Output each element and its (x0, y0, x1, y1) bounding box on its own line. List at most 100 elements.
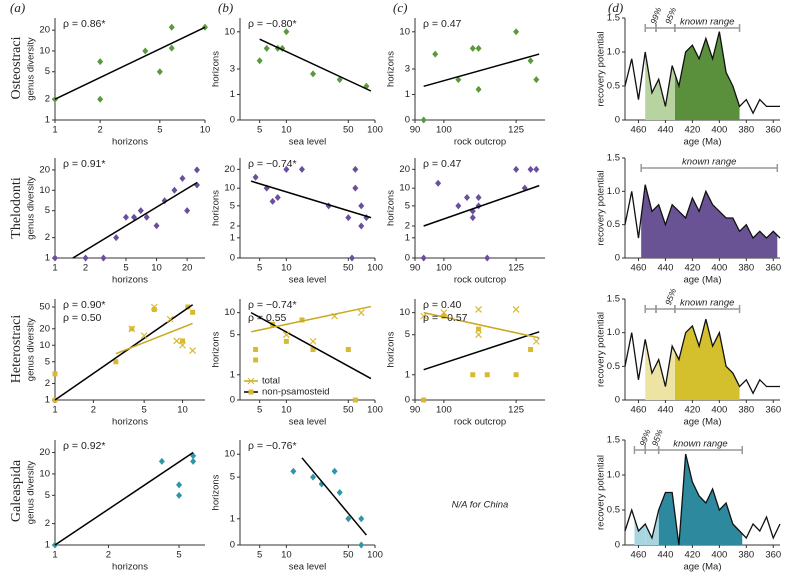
point (282, 331, 290, 339)
x-axis-label: sea level (289, 275, 327, 286)
x-tick-label: 50 (343, 125, 354, 136)
y-tick-label: 0 (615, 115, 620, 126)
y-tick-label: 2 (45, 378, 50, 389)
rho-annotation: ρ = 0.50 (63, 312, 102, 324)
point (173, 337, 181, 345)
point (128, 325, 136, 333)
x-tick-label: 90 (410, 263, 421, 274)
x-tick-label: 5 (257, 550, 262, 561)
y-tick-label: 0 (230, 540, 235, 551)
x-tick-label: 100 (436, 405, 452, 416)
x-tick-label: 2 (83, 263, 88, 274)
group-label: Heterostraci (9, 315, 24, 384)
point (179, 174, 186, 182)
x-tick-label: 10 (151, 263, 162, 274)
point (420, 116, 427, 124)
panel-label: (d) (608, 0, 623, 15)
y-tick-label: 10 (224, 307, 235, 318)
x-tick-label: 460 (631, 405, 647, 416)
range-fill (645, 510, 659, 545)
fit-line (423, 331, 540, 371)
x-axis-label: rock outcrop (454, 275, 506, 286)
point (484, 372, 490, 378)
x-axis-label: horizons (112, 417, 148, 428)
point (352, 165, 359, 173)
range-label: known range (682, 157, 736, 168)
point (158, 457, 165, 465)
point (113, 359, 119, 365)
x-tick-label: 100 (367, 550, 383, 561)
point (269, 197, 276, 205)
x-tick-label: 440 (658, 263, 674, 274)
point (532, 337, 540, 345)
point (190, 457, 197, 465)
curve (624, 31, 780, 115)
range-label: 95% (650, 428, 665, 448)
y-tick-label: 2 (45, 232, 50, 243)
x-tick-label: 460 (631, 125, 647, 136)
y-tick-label: 1.0 (607, 327, 620, 338)
point (475, 193, 482, 201)
x-tick-label: 100 (367, 125, 383, 136)
point (358, 515, 365, 523)
x-tick-label: 50 (343, 263, 354, 274)
rho-annotation: ρ = 0.55 (248, 312, 287, 324)
x-tick-label: 380 (738, 125, 754, 136)
point (469, 44, 476, 52)
y-tick-label: 5 (405, 200, 410, 211)
y-axis-label: horizons (386, 331, 397, 367)
y-tick-label: 10 (399, 183, 410, 194)
x-axis-label: rock outcrop (454, 417, 506, 428)
y-tick-label: 1 (230, 369, 235, 380)
y-tick-label: 20 (399, 164, 410, 175)
point (253, 357, 259, 363)
point (171, 186, 178, 194)
point (345, 347, 351, 352)
point (464, 193, 470, 201)
point (440, 309, 448, 317)
x-tick-label: 460 (631, 550, 647, 561)
x-tick-label: 50 (343, 550, 354, 561)
point (166, 315, 174, 323)
point (156, 68, 163, 76)
point (180, 338, 186, 344)
x-tick-label: 380 (738, 263, 754, 274)
point (256, 57, 263, 65)
point (528, 347, 534, 352)
y-tick-label: 20 (39, 323, 50, 334)
range-fill (641, 184, 778, 258)
fit-line (423, 311, 540, 339)
point (290, 467, 297, 475)
x-axis-label: sea level (289, 137, 327, 148)
rho-annotation: ρ = 0.86* (63, 18, 105, 30)
x-tick-label: 400 (711, 263, 727, 274)
y-tick-label: 1.0 (607, 47, 620, 58)
y-tick-label: 10 (224, 183, 235, 194)
point (283, 165, 290, 173)
y-tick-label: 10 (399, 26, 410, 37)
y-tick-label: 3 (230, 64, 235, 75)
x-tick-label: 400 (711, 405, 727, 416)
fit-line (301, 457, 367, 536)
rho-annotation: ρ = 0.90* (63, 299, 105, 311)
point (348, 254, 355, 262)
point (512, 306, 520, 313)
x-tick-label: 1 (52, 125, 57, 136)
y-axis-label: genus diversity (26, 461, 37, 525)
x-tick-label: 125 (508, 125, 524, 136)
y-tick-label: 10 (399, 307, 410, 318)
range-label: 95% (663, 287, 678, 307)
point (455, 202, 462, 210)
point (310, 70, 317, 78)
y-tick-label: 10 (39, 185, 50, 196)
group-label: Osteostraci (9, 36, 24, 99)
y-axis-label: recovery potential (596, 32, 607, 107)
y-axis-label: horizons (211, 190, 222, 226)
y-tick-label: 2 (405, 221, 410, 232)
point (484, 254, 491, 262)
point (168, 23, 175, 31)
y-tick-label: 0 (615, 540, 620, 551)
point (336, 489, 343, 496)
legend-marker (247, 377, 255, 385)
